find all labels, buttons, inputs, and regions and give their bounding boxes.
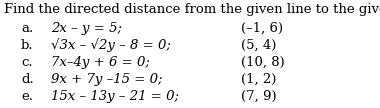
Text: a.: a. <box>21 22 33 35</box>
Text: 9x + 7y –15 = 0;: 9x + 7y –15 = 0; <box>51 73 163 86</box>
Text: (1, 2): (1, 2) <box>241 73 277 86</box>
Text: Find the directed distance from the given line to the given point.: Find the directed distance from the give… <box>4 3 380 16</box>
Text: 15x – 13y – 21 = 0;: 15x – 13y – 21 = 0; <box>51 90 179 103</box>
Text: c.: c. <box>21 56 33 69</box>
Text: b.: b. <box>21 39 33 52</box>
Text: (10, 8): (10, 8) <box>241 56 285 69</box>
Text: 7x–4y + 6 = 0;: 7x–4y + 6 = 0; <box>51 56 150 69</box>
Text: (7, 9): (7, 9) <box>241 90 277 103</box>
Text: d.: d. <box>21 73 34 86</box>
Text: e.: e. <box>21 90 33 103</box>
Text: 2x – y = 5;: 2x – y = 5; <box>51 22 122 35</box>
Text: (5, 4): (5, 4) <box>241 39 277 52</box>
Text: (–1, 6): (–1, 6) <box>241 22 283 35</box>
Text: √3x – √2y – 8 = 0;: √3x – √2y – 8 = 0; <box>51 39 171 52</box>
